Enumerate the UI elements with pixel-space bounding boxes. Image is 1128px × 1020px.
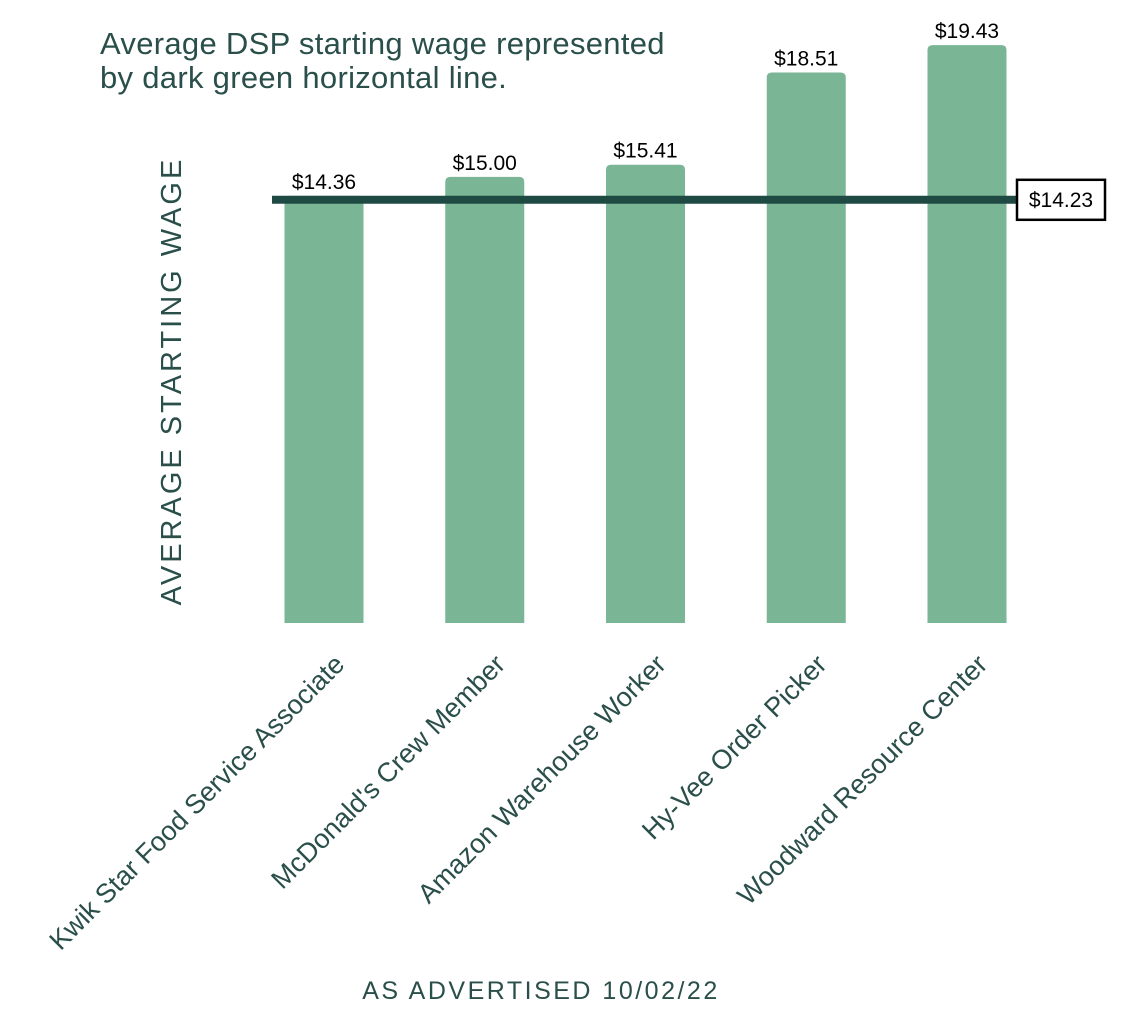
- bar-value-label: $14.36: [292, 171, 356, 194]
- y-axis-label: AVERAGE STARTING WAGE: [156, 157, 188, 606]
- bar-value-label: $15.00: [453, 152, 517, 175]
- value-labels-layer: $14.36 $15.00 $15.41 $18.51 $19.43: [292, 20, 999, 194]
- bars-layer: [284, 45, 1007, 624]
- bar: [927, 45, 1007, 624]
- chart-title-line-1: Average DSP starting wage represented: [100, 26, 665, 61]
- category-tick-label: Kwik Star Food Service Associate: [44, 649, 351, 956]
- bar: [445, 176, 525, 623]
- bar: [766, 72, 846, 624]
- category-tick-label: Hy-Vee Order Picker: [636, 649, 832, 845]
- bar: [606, 164, 685, 623]
- bar: [284, 195, 364, 623]
- category-labels-layer: Kwik Star Food Service AssociateMcDonald…: [44, 649, 994, 956]
- reference-value-label: $14.23: [1029, 189, 1093, 212]
- bar-value-label: $15.41: [613, 140, 677, 163]
- bar-value-label: $19.43: [935, 20, 999, 43]
- reference-layer: $14.23: [272, 178, 1107, 222]
- chart-title-line-2: by dark green horizontal line.: [100, 60, 507, 95]
- bar-value-label: $18.51: [774, 48, 838, 71]
- x-axis-label: AS ADVERTISED 10/02/22: [362, 977, 719, 1005]
- reference-value-box: [1015, 178, 1107, 222]
